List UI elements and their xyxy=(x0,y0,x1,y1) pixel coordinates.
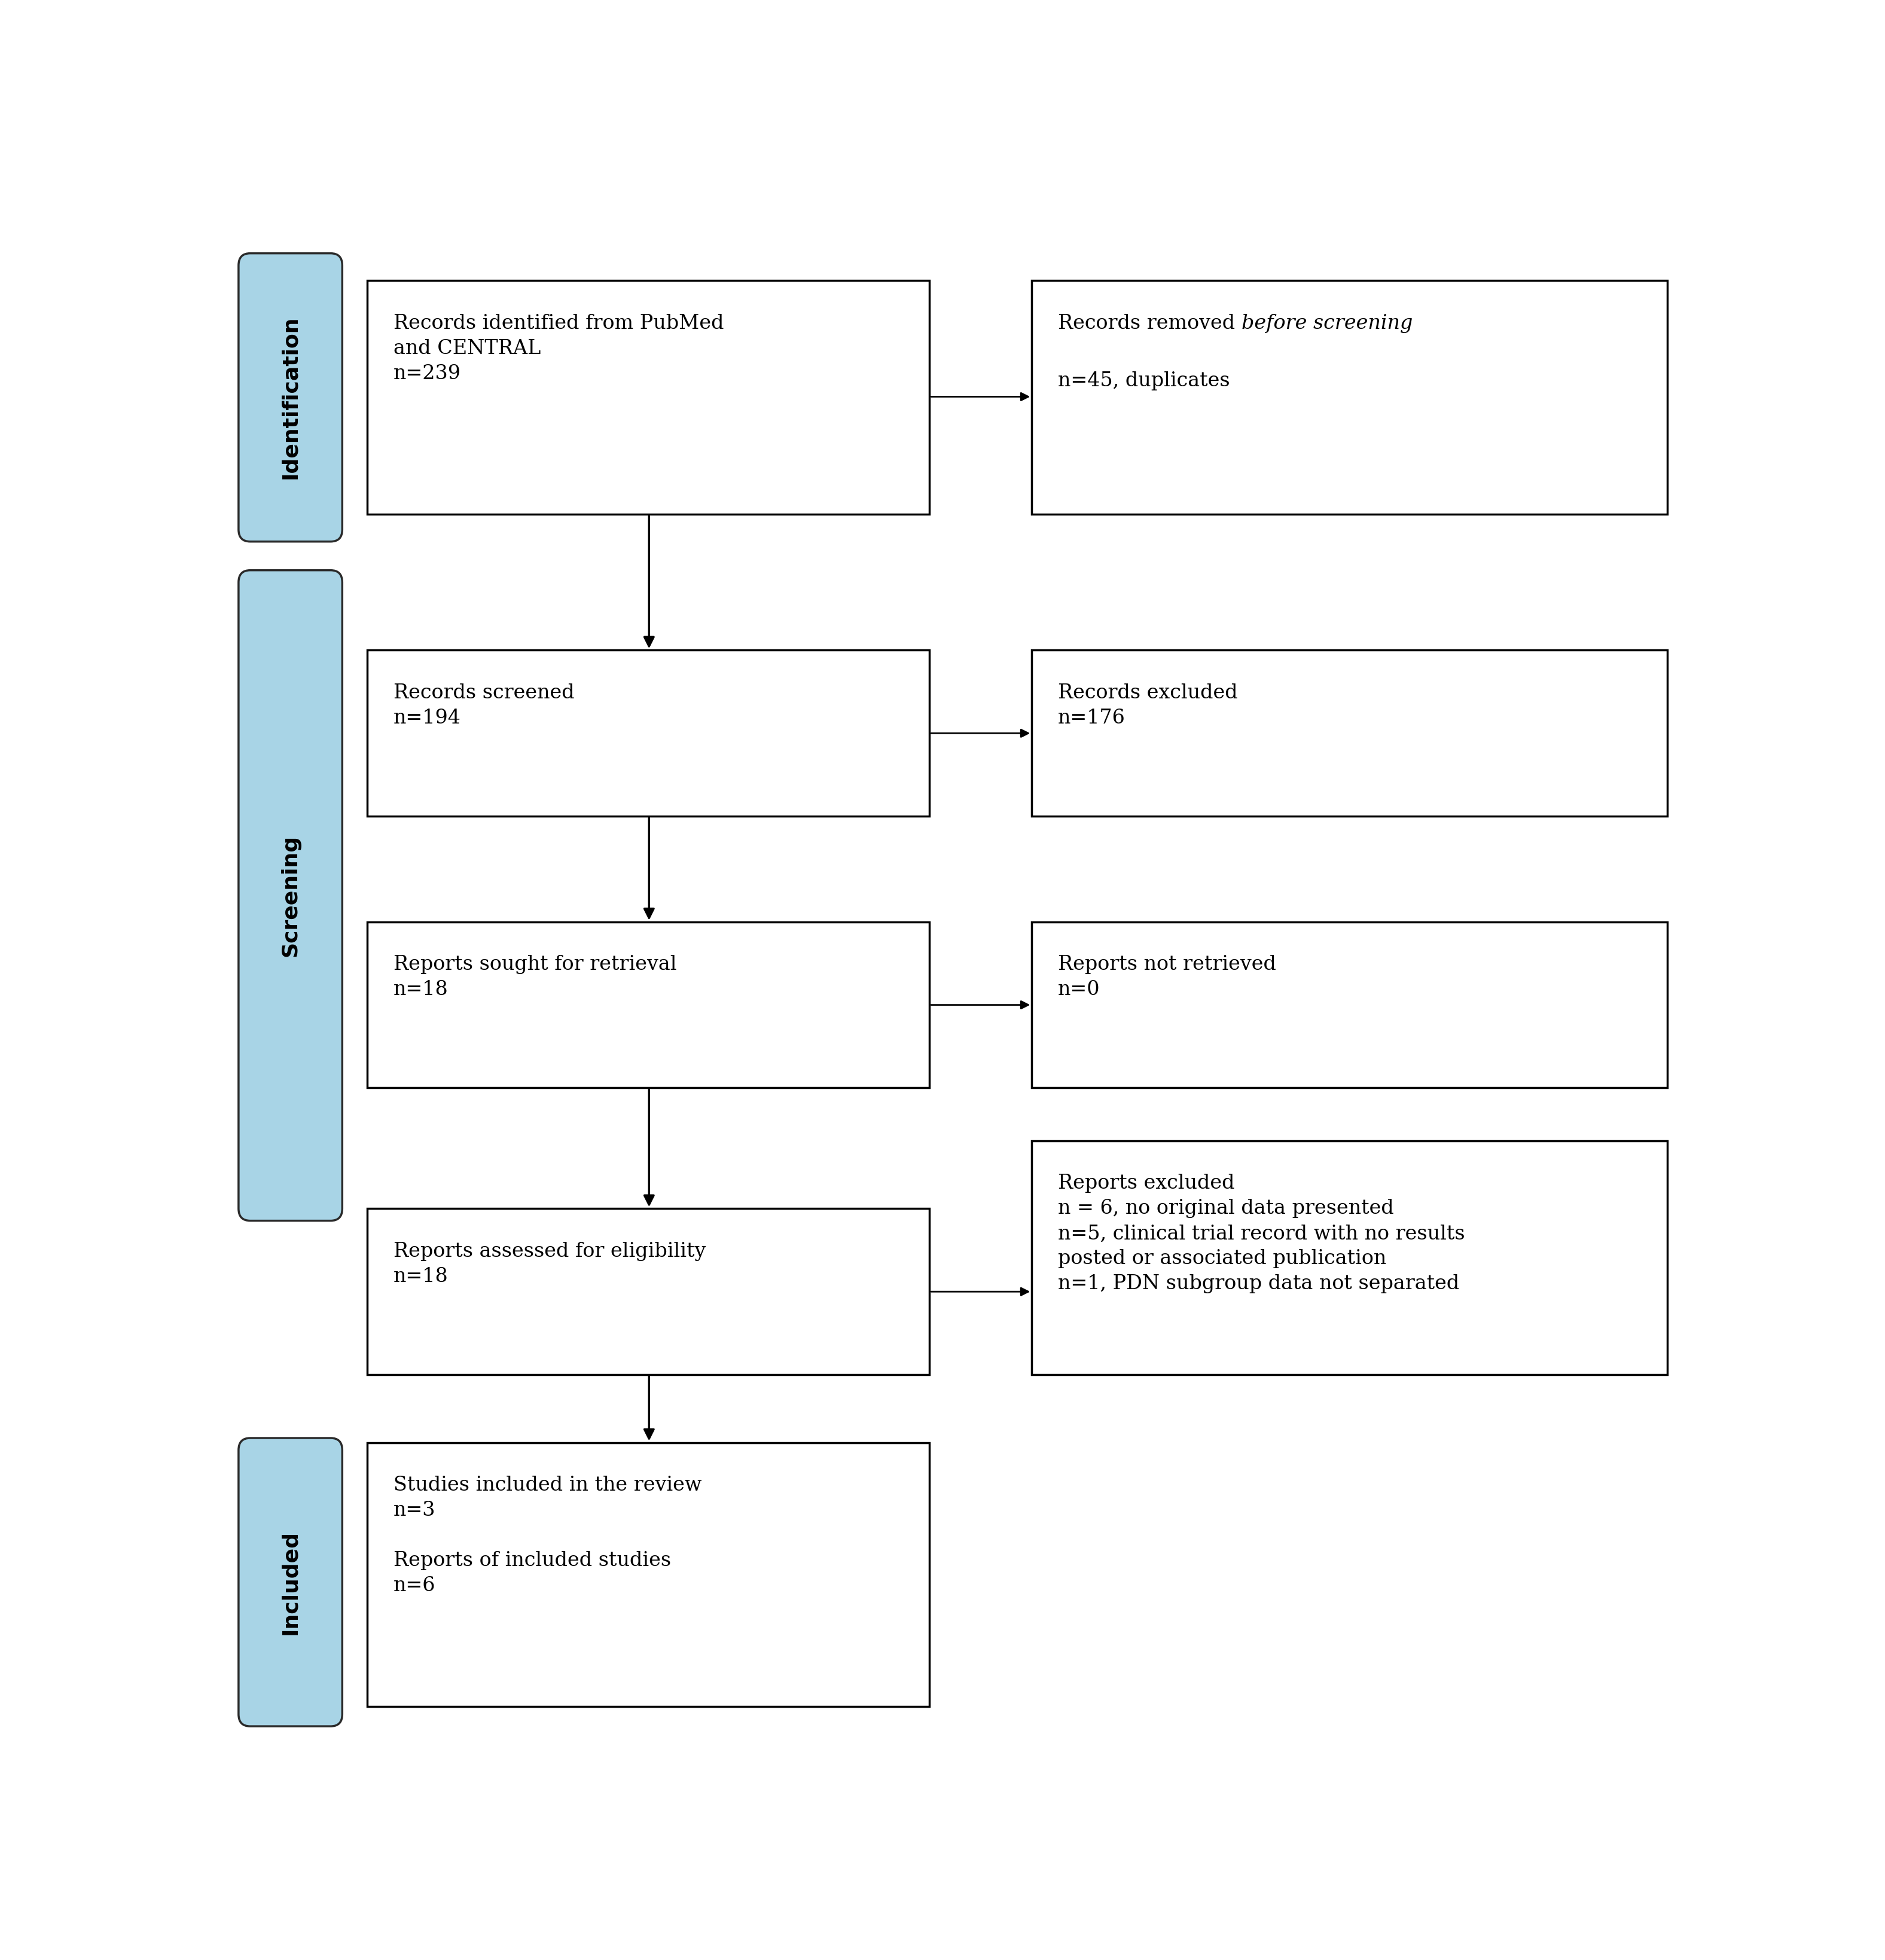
Text: Reports not retrieved
n=0: Reports not retrieved n=0 xyxy=(1057,955,1276,1000)
Text: Included: Included xyxy=(281,1531,300,1635)
Text: Records screened
n=194: Records screened n=194 xyxy=(394,684,575,727)
Bar xyxy=(368,1209,929,1374)
FancyBboxPatch shape xyxy=(239,1439,343,1727)
Text: Records removed: Records removed xyxy=(1057,314,1242,333)
Text: Records excluded
n=176: Records excluded n=176 xyxy=(1057,684,1238,727)
Text: Reports excluded
n = 6, no original data presented
n=5, clinical trial record wi: Reports excluded n = 6, no original data… xyxy=(1057,1174,1465,1294)
Bar xyxy=(1031,280,1668,514)
Text: Identification: Identification xyxy=(281,316,300,478)
Text: Records identified from PubMed
and CENTRAL
n=239: Records identified from PubMed and CENTR… xyxy=(394,314,724,382)
Bar xyxy=(1031,921,1668,1088)
Bar xyxy=(368,921,929,1088)
Text: before screening: before screening xyxy=(1242,314,1412,333)
Bar xyxy=(1031,1141,1668,1374)
Text: Studies included in the review
n=3

Reports of included studies
n=6: Studies included in the review n=3 Repor… xyxy=(394,1476,701,1595)
Text: Screening: Screening xyxy=(281,835,300,956)
Text: Reports sought for retrieval
n=18: Reports sought for retrieval n=18 xyxy=(394,955,677,1000)
Bar xyxy=(368,651,929,815)
Bar xyxy=(368,280,929,514)
Bar xyxy=(1031,651,1668,815)
Text: Reports assessed for eligibility
n=18: Reports assessed for eligibility n=18 xyxy=(394,1243,705,1286)
FancyBboxPatch shape xyxy=(239,253,343,541)
Text: n=45, duplicates: n=45, duplicates xyxy=(1057,370,1231,390)
FancyBboxPatch shape xyxy=(239,570,343,1221)
Bar xyxy=(368,1443,929,1707)
